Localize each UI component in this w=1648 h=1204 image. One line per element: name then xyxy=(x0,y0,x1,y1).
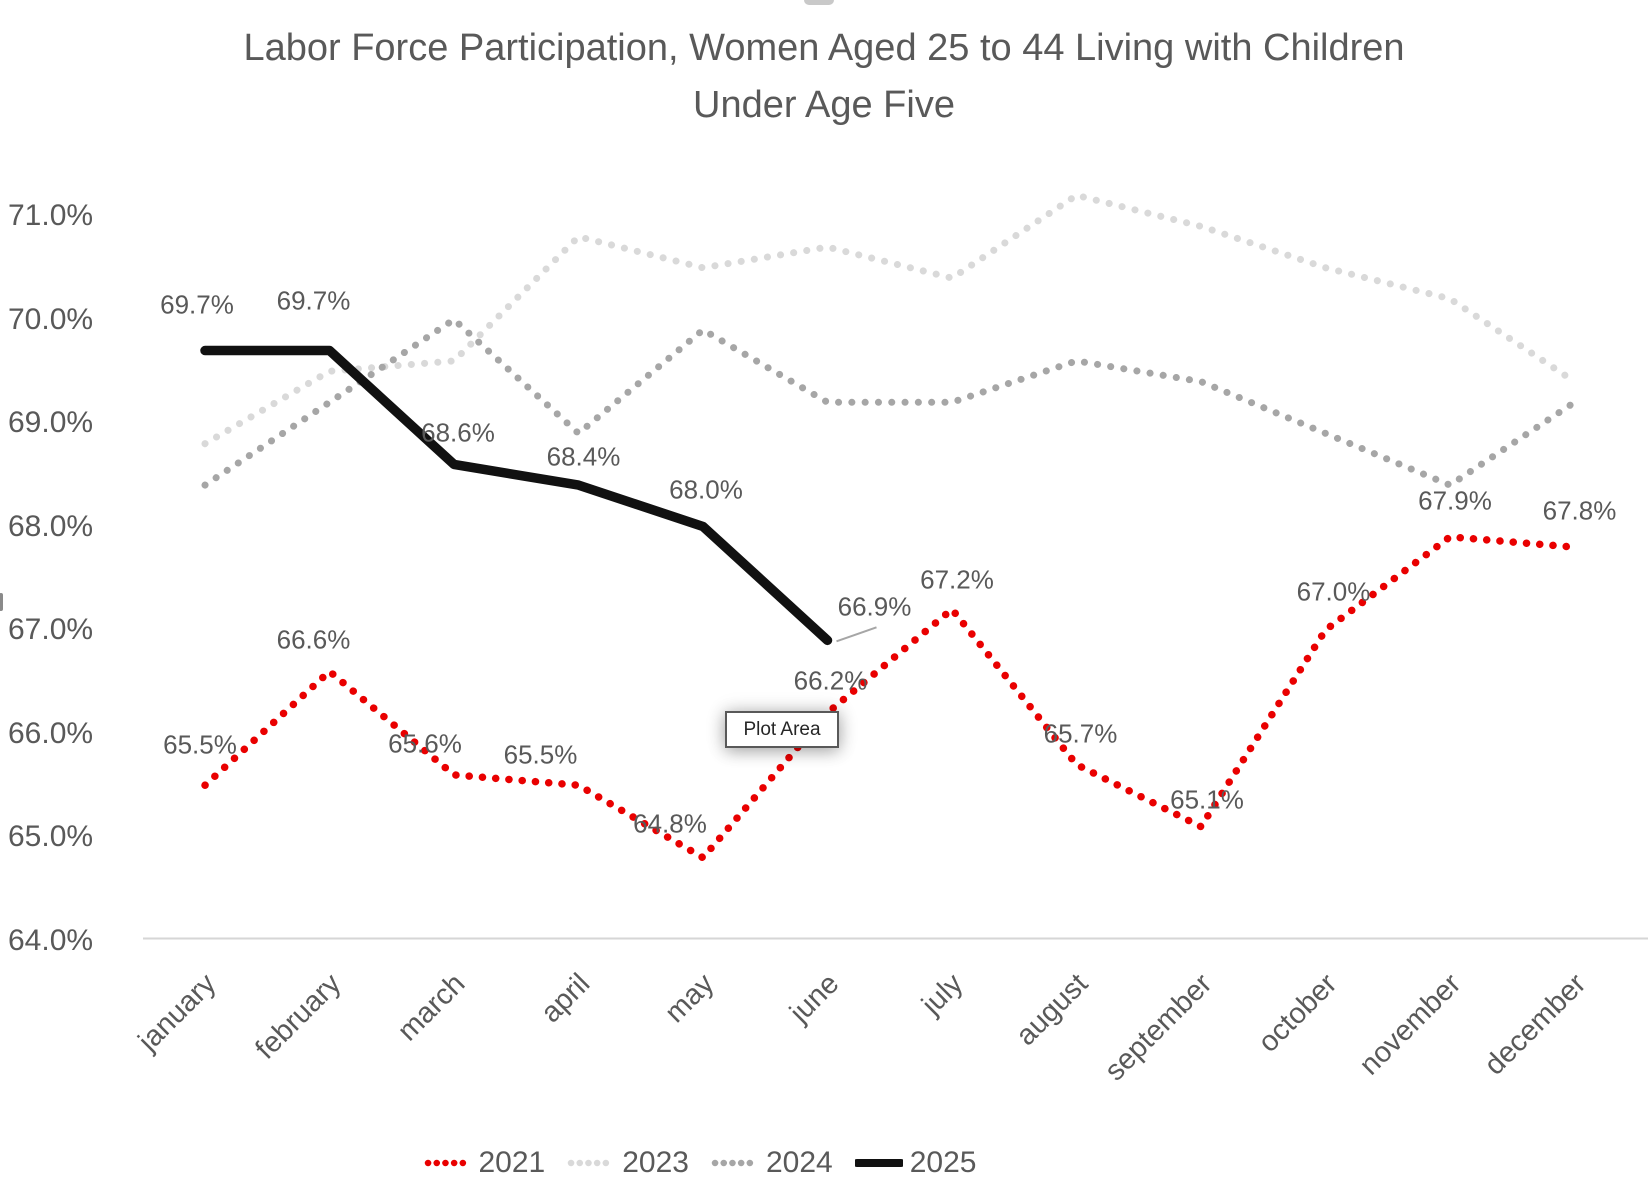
plot-area-tooltip-text: Plot Area xyxy=(743,718,821,740)
data-label-2021-april: 65.5% xyxy=(503,739,578,770)
data-label-2021-october: 67.0% xyxy=(1296,576,1371,607)
chart-title-line-1: Labor Force Participation, Women Aged 25… xyxy=(243,27,1405,69)
chart-legend: 2021 2023 2024 2025 xyxy=(0,1140,1400,1186)
legend-marker-2025-solid-line-icon xyxy=(854,1159,903,1167)
y-tick-label: 68.0% xyxy=(8,509,94,543)
y-tick-label: 71.0% xyxy=(8,199,94,232)
legend-marker-2024-dotted-line-icon xyxy=(711,1159,759,1167)
data-label-2025-april: 68.4% xyxy=(546,441,621,472)
y-tick-label: 65.0% xyxy=(8,820,94,853)
data-label-2025-may: 68.0% xyxy=(669,474,743,504)
data-label-2021-december: 67.8% xyxy=(1542,495,1617,526)
y-tick-label: 69.0% xyxy=(8,406,94,439)
y-tick-label: 70.0% xyxy=(8,302,94,336)
y-tick-label: 66.0% xyxy=(8,716,94,750)
legend-marker-2023-dotted-line-icon xyxy=(568,1159,615,1167)
left-edge-clipped-artifact xyxy=(0,593,3,611)
series-2023-line[interactable] xyxy=(201,191,1578,448)
window-drag-handle[interactable] xyxy=(804,0,834,5)
chart-title: Labor Force Participation, Women Aged 25… xyxy=(0,20,1648,134)
legend-label-2024: 2024 xyxy=(766,1146,833,1179)
data-label-2025-january: 69.7% xyxy=(160,289,234,320)
legend-label-2025: 2025 xyxy=(909,1146,977,1179)
data-label-2021-july: 67.2% xyxy=(920,564,994,595)
legend-item-2023[interactable]: 2023 xyxy=(567,1146,689,1180)
label-leader-line xyxy=(836,626,877,643)
data-label-2025-june: 66.9% xyxy=(837,591,912,622)
data-label-2021-february: 66.6% xyxy=(276,624,351,655)
legend-item-2024[interactable]: 2024 xyxy=(711,1146,833,1180)
legend-item-2025[interactable]: 2025 xyxy=(854,1146,977,1180)
series-2024-line[interactable] xyxy=(201,316,1578,489)
legend-label-2021: 2021 xyxy=(478,1146,546,1179)
data-label-2021-november: 67.9% xyxy=(1418,485,1492,516)
y-tick-label: 64.0% xyxy=(8,923,94,957)
data-label-2021-may: 64.8% xyxy=(633,808,707,839)
plot-area-tooltip: Plot Area xyxy=(725,711,839,748)
data-label-2021-march: 65.6% xyxy=(388,728,462,759)
data-label-2025-february: 69.7% xyxy=(276,285,351,316)
legend-label-2023: 2023 xyxy=(622,1146,689,1179)
data-label-2025-march: 68.6% xyxy=(421,417,495,448)
chart-title-line-2: Under Age Five xyxy=(693,84,955,126)
data-label-2021-june: 66.2% xyxy=(793,665,868,696)
y-tick-label: 67.0% xyxy=(8,613,94,646)
series-2025-line[interactable] xyxy=(200,345,833,646)
series-2021-line[interactable] xyxy=(201,533,1579,862)
legend-marker-2021-dotted-line-icon xyxy=(424,1159,471,1167)
data-label-2021-september: 65.1% xyxy=(1170,784,1244,815)
legend-item-2021[interactable]: 2021 xyxy=(424,1146,546,1180)
data-label-2021-january: 65.5% xyxy=(163,729,237,760)
data-label-2021-august: 65.7% xyxy=(1043,718,1118,749)
